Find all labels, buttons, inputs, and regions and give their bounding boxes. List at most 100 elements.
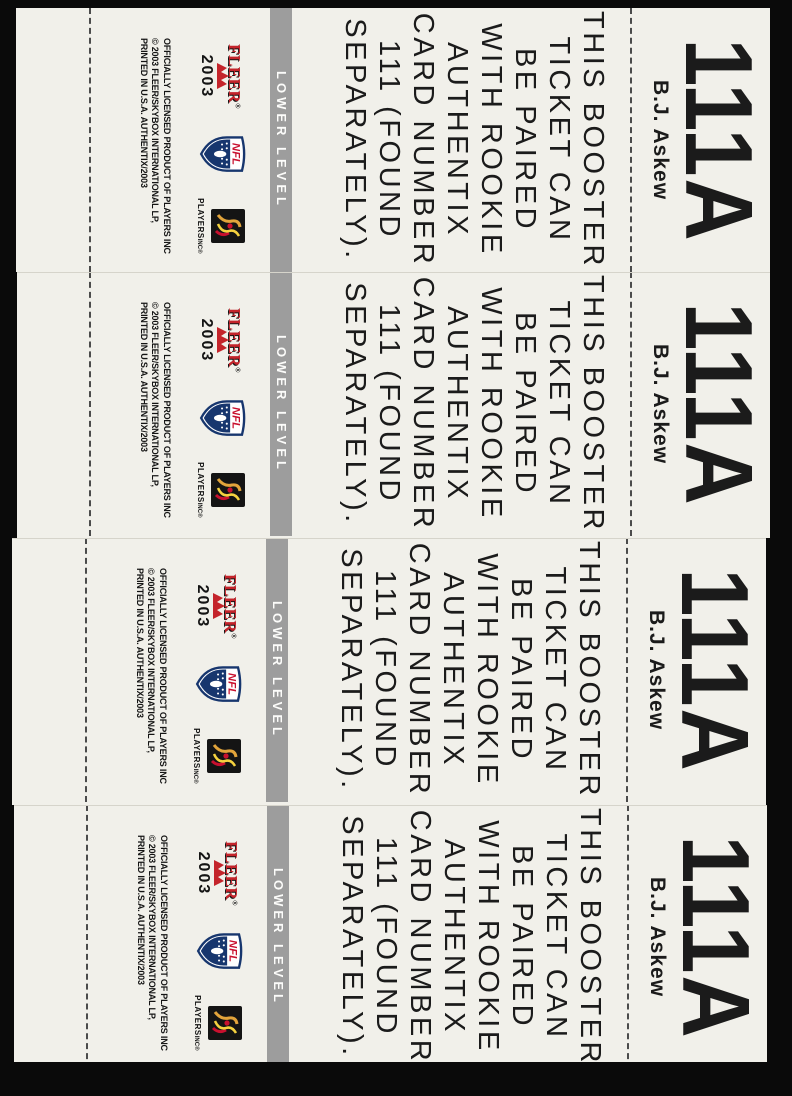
booster-line: AUTHENTIX: [438, 839, 470, 1035]
fine-print-line: © 2003 FLEER/SKYBOX INTERNATIONAL LP,: [146, 568, 157, 753]
booster-line: SEPARATELY).: [339, 18, 371, 262]
fleer-logo: FLEER® 2003: [194, 574, 241, 639]
players-inc-suffix: INC: [193, 1035, 200, 1047]
booster-line: SEPARATELY).: [336, 815, 368, 1059]
ticket-panel: 111A B.J. Askew THIS BOOSTER TICKET CAN …: [17, 272, 770, 538]
fine-print: OFFICIALLY LICENSED PRODUCT OF PLAYERS I…: [134, 538, 168, 802]
perforation-line: [627, 805, 629, 1062]
fine-print-line: PRINTED IN U.S.A. AUTHENTIX/2003: [139, 38, 149, 188]
fleer-logo: FLEER® 2003: [198, 308, 245, 373]
players-text: PLAYERS: [193, 995, 203, 1036]
players-inc-wordmark: PLAYERSINC®: [192, 728, 202, 784]
booster-line: BE PAIRED: [505, 577, 537, 763]
perforation-line: [630, 8, 632, 272]
perforation-line: [89, 8, 92, 272]
fine-print-line: © 2003 FLEER/SKYBOX INTERNATIONAL LP,: [150, 302, 161, 487]
nfl-shield-text: NFL: [227, 939, 239, 961]
perforation-line: [630, 272, 632, 536]
players-text: PLAYERS: [196, 198, 206, 239]
booster-line: CARD NUMBER: [407, 276, 439, 532]
ticket-panel: 111A B.J. Askew THIS BOOSTER TICKET CAN …: [14, 805, 767, 1062]
booster-text: THIS BOOSTER TICKET CAN BE PAIRED WITH R…: [338, 8, 610, 272]
fleer-logo: FLEER® 2003: [195, 841, 242, 906]
nfl-shield-icon: NFL: [195, 135, 248, 173]
players-inc-mark-icon: [211, 473, 246, 508]
players-inc-wordmark: PLAYERSINC®: [196, 198, 206, 254]
nfl-shield-icon: NFL: [191, 665, 244, 703]
players-inc-logo: PLAYERSINC®: [194, 995, 243, 1051]
booster-line: TICKET CAN: [543, 36, 575, 244]
fleer-year: 2003: [198, 318, 216, 363]
fleer-logo: FLEER® 2003: [198, 44, 245, 109]
logo-row: FLEER® 2003: [178, 8, 264, 272]
fine-print-line: OFFICIALLY LICENSED PRODUCT OF PLAYERS I…: [162, 302, 172, 518]
booster-line: BE PAIRED: [509, 47, 541, 233]
players-inc-mark-icon: [207, 739, 242, 774]
booster-line: 111 (FOUND: [370, 837, 402, 1037]
level-bar: LOWER LEVEL: [270, 8, 292, 272]
players-inc-suffix: INC: [196, 238, 203, 250]
booster-line: CARD NUMBER: [403, 542, 435, 798]
booster-line: SEPARATELY).: [335, 548, 367, 792]
card-number-text: 111A: [661, 567, 766, 773]
fleer-year: 2003: [195, 851, 213, 896]
booster-line: AUTHENTIX: [437, 572, 469, 768]
registered-mark: ®: [192, 779, 199, 784]
ticket-panel: 111A B.J. Askew THIS BOOSTER TICKET CAN …: [12, 538, 766, 805]
fleer-year: 2003: [198, 54, 216, 99]
fine-print-line: OFFICIALLY LICENSED PRODUCT OF PLAYERS I…: [162, 38, 172, 254]
booster-line: BE PAIRED: [506, 844, 538, 1030]
level-bar: LOWER LEVEL: [266, 538, 288, 802]
booster-line: TICKET CAN: [539, 566, 571, 774]
registered-mark: ®: [196, 249, 203, 254]
players-text: PLAYERS: [192, 728, 202, 769]
logo-row: FLEER® 2003: [175, 805, 261, 1062]
card-number: 111A: [661, 538, 766, 802]
booster-text: THIS BOOSTER TICKET CAN BE PAIRED WITH R…: [335, 805, 607, 1062]
crown-icon: [210, 841, 227, 906]
perforation-line: [86, 805, 89, 1062]
players-inc-logo: PLAYERSINC®: [197, 198, 246, 254]
booster-line: 111 (FOUND: [373, 40, 405, 240]
fine-print-line: PRINTED IN U.S.A. AUTHENTIX/2003: [139, 302, 149, 452]
booster-line: THIS BOOSTER: [574, 808, 606, 1062]
card-number: 111A: [665, 8, 770, 272]
ticket-panel: 111A B.J. Askew THIS BOOSTER TICKET CAN …: [16, 8, 770, 272]
booster-text: THIS BOOSTER TICKET CAN BE PAIRED WITH R…: [334, 538, 606, 802]
registered-mark: ®: [230, 633, 239, 639]
players-inc-mark-icon: [211, 209, 246, 244]
nfl-shield-text: NFL: [226, 672, 238, 694]
booster-line: 111 (FOUND: [369, 570, 401, 770]
booster-ticket: 111A B.J. Askew THIS BOOSTER TICKET CAN …: [14, 805, 767, 1062]
booster-line: WITH ROOKIE: [475, 23, 507, 257]
booster-line: TICKET CAN: [540, 833, 572, 1041]
level-bar: LOWER LEVEL: [267, 805, 289, 1062]
booster-line: TICKET CAN: [543, 300, 575, 508]
crown-icon: [213, 308, 230, 373]
fleer-year: 2003: [194, 584, 212, 629]
booster-line: WITH ROOKIE: [472, 820, 504, 1054]
card-number: 111A: [665, 272, 770, 536]
crown-icon: [209, 574, 226, 639]
fine-print-line: PRINTED IN U.S.A. AUTHENTIX/2003: [136, 835, 146, 985]
card-number: 111A: [662, 805, 767, 1062]
booster-line: THIS BOOSTER: [573, 541, 605, 799]
booster-line: SEPARATELY).: [339, 282, 371, 526]
registered-mark: ®: [196, 513, 203, 518]
card-number-text: 111A: [665, 301, 770, 507]
booster-line: THIS BOOSTER: [577, 275, 609, 533]
players-inc-wordmark: PLAYERSINC®: [196, 462, 206, 518]
booster-line: WITH ROOKIE: [471, 553, 503, 787]
booster-line: AUTHENTIX: [441, 306, 473, 502]
booster-line: CARD NUMBER: [404, 809, 436, 1062]
players-text: PLAYERS: [196, 462, 206, 503]
fine-print-line: OFFICIALLY LICENSED PRODUCT OF PLAYERS I…: [159, 835, 169, 1051]
players-inc-suffix: INC: [196, 502, 203, 514]
fine-print-line: © 2003 FLEER/SKYBOX INTERNATIONAL LP,: [150, 38, 161, 223]
card-number-text: 111A: [665, 37, 770, 243]
players-inc-mark-icon: [208, 1006, 243, 1041]
registered-mark: ®: [234, 367, 243, 373]
booster-line: THIS BOOSTER: [577, 11, 609, 269]
registered-mark: ®: [193, 1046, 200, 1051]
